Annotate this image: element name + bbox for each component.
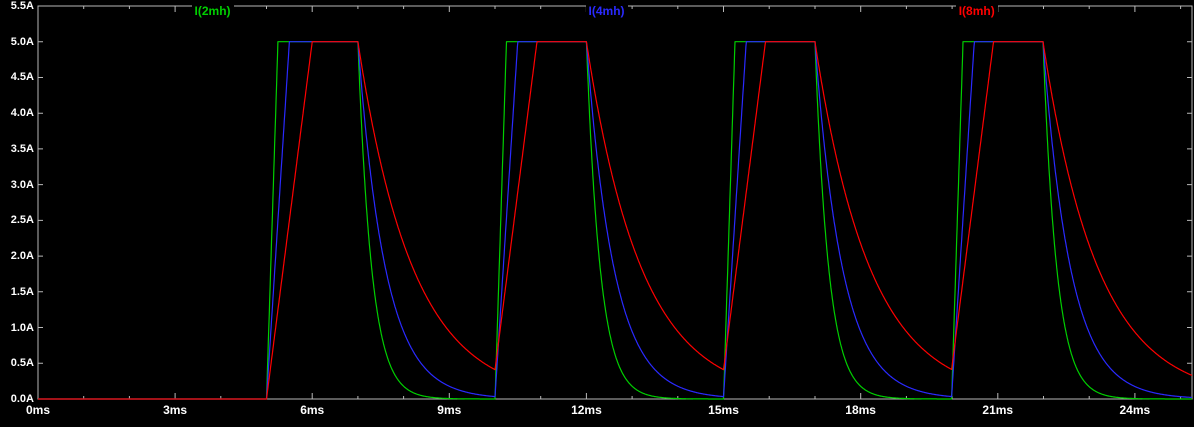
y-tick-label: 0.5A — [10, 357, 34, 370]
y-tick-label: 1.0A — [10, 321, 34, 334]
x-tick-label: 6ms — [300, 403, 325, 417]
trace-label-i8mh[interactable]: I(8mh) — [955, 4, 998, 18]
trace-i2mh — [37, 41, 1193, 400]
x-tick-label: 9ms — [437, 403, 462, 417]
y-tick-label: 5.5A — [10, 0, 34, 12]
x-tick-label: 15ms — [708, 403, 739, 417]
x-tick-label: 24ms — [1119, 403, 1151, 417]
x-tick-label: 21ms — [982, 403, 1014, 417]
y-tick-label: 3.0A — [10, 178, 34, 191]
y-tick-label: 3.5A — [10, 142, 34, 155]
x-tick-label: 12ms — [571, 403, 602, 417]
x-tick-label: 18ms — [845, 403, 876, 417]
trace-i8mh — [37, 41, 1193, 400]
y-tick-label: 4.0A — [10, 107, 34, 120]
trace-label-i2mh[interactable]: I(2mh) — [191, 4, 234, 18]
y-tick-label: 5.0A — [10, 35, 34, 48]
y-tick-label: 0.0A — [10, 393, 34, 405]
y-tick-label: 4.5A — [10, 71, 34, 84]
y-tick-label: 1.5A — [10, 285, 34, 298]
x-tick-label: 0ms — [25, 403, 51, 417]
x-tick-label: 3ms — [163, 403, 188, 417]
y-tick-label: 2.0A — [10, 250, 34, 263]
plot-border — [37, 5, 1193, 400]
axis-ticks — [37, 5, 1192, 400]
trace-i4mh — [37, 41, 1193, 400]
trace-label-i4mh[interactable]: I(4mh) — [585, 4, 628, 18]
y-tick-label: 2.5A — [10, 214, 34, 227]
